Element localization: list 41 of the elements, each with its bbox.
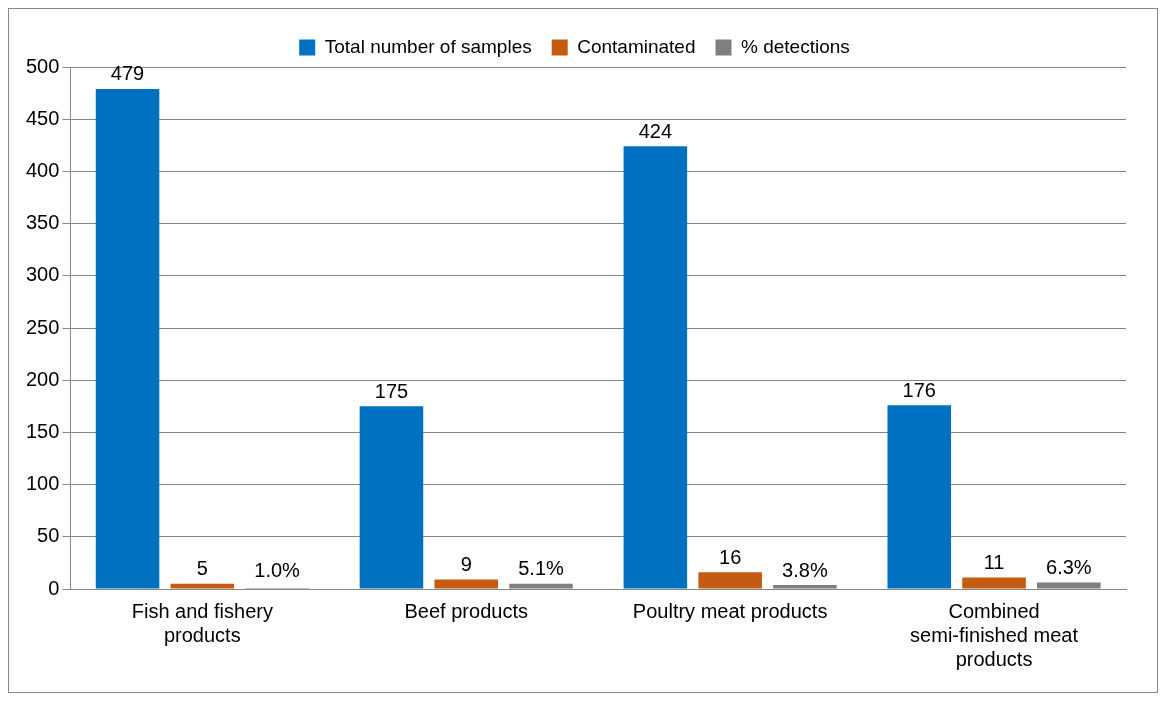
y-tick-label: 250 xyxy=(25,315,60,338)
bar xyxy=(359,406,424,589)
data-label: 479 xyxy=(110,62,145,85)
y-tick-label: 300 xyxy=(25,263,60,286)
data-label: 16 xyxy=(719,545,742,568)
x-tick-label: Fish and fishery products xyxy=(131,599,273,646)
legend-label: % detections xyxy=(741,35,850,57)
y-tick-label: 450 xyxy=(25,106,60,129)
data-label: 1.0% xyxy=(254,559,301,582)
bar xyxy=(434,579,499,589)
legend-label: Total number of samples xyxy=(324,35,532,57)
bar xyxy=(170,583,235,589)
y-tick-label: 0 xyxy=(48,576,60,599)
data-label: 6.3% xyxy=(1046,555,1092,578)
bar xyxy=(1037,582,1101,589)
bar xyxy=(887,405,952,589)
y-tick-label: 400 xyxy=(25,158,60,181)
bar xyxy=(95,88,160,589)
bar xyxy=(698,572,762,589)
data-label: 3.8% xyxy=(782,558,828,581)
y-tick-label: 500 xyxy=(25,54,60,77)
x-tick-label: Beef products xyxy=(404,599,528,622)
bar xyxy=(962,577,1026,589)
y-tick-label: 150 xyxy=(25,419,60,442)
data-label: 9 xyxy=(460,553,472,576)
legend-label: Contaminated xyxy=(577,35,696,57)
y-tick-label: 100 xyxy=(25,472,60,495)
bar xyxy=(623,146,688,589)
data-label: 5.1% xyxy=(518,557,565,580)
y-tick-label: 50 xyxy=(37,524,60,547)
y-tick-label: 350 xyxy=(25,211,60,234)
x-tick-label: Combined semi-finished meat products xyxy=(910,599,1079,670)
data-label: 175 xyxy=(374,379,409,402)
data-label: 424 xyxy=(638,119,673,142)
x-tick-label: Poultry meat products xyxy=(632,599,828,622)
data-label: 11 xyxy=(983,551,1005,574)
data-label: 5 xyxy=(196,557,208,580)
bar xyxy=(509,583,573,589)
data-label: 176 xyxy=(902,378,936,401)
y-tick-label: 200 xyxy=(25,367,60,390)
bar xyxy=(773,585,837,589)
